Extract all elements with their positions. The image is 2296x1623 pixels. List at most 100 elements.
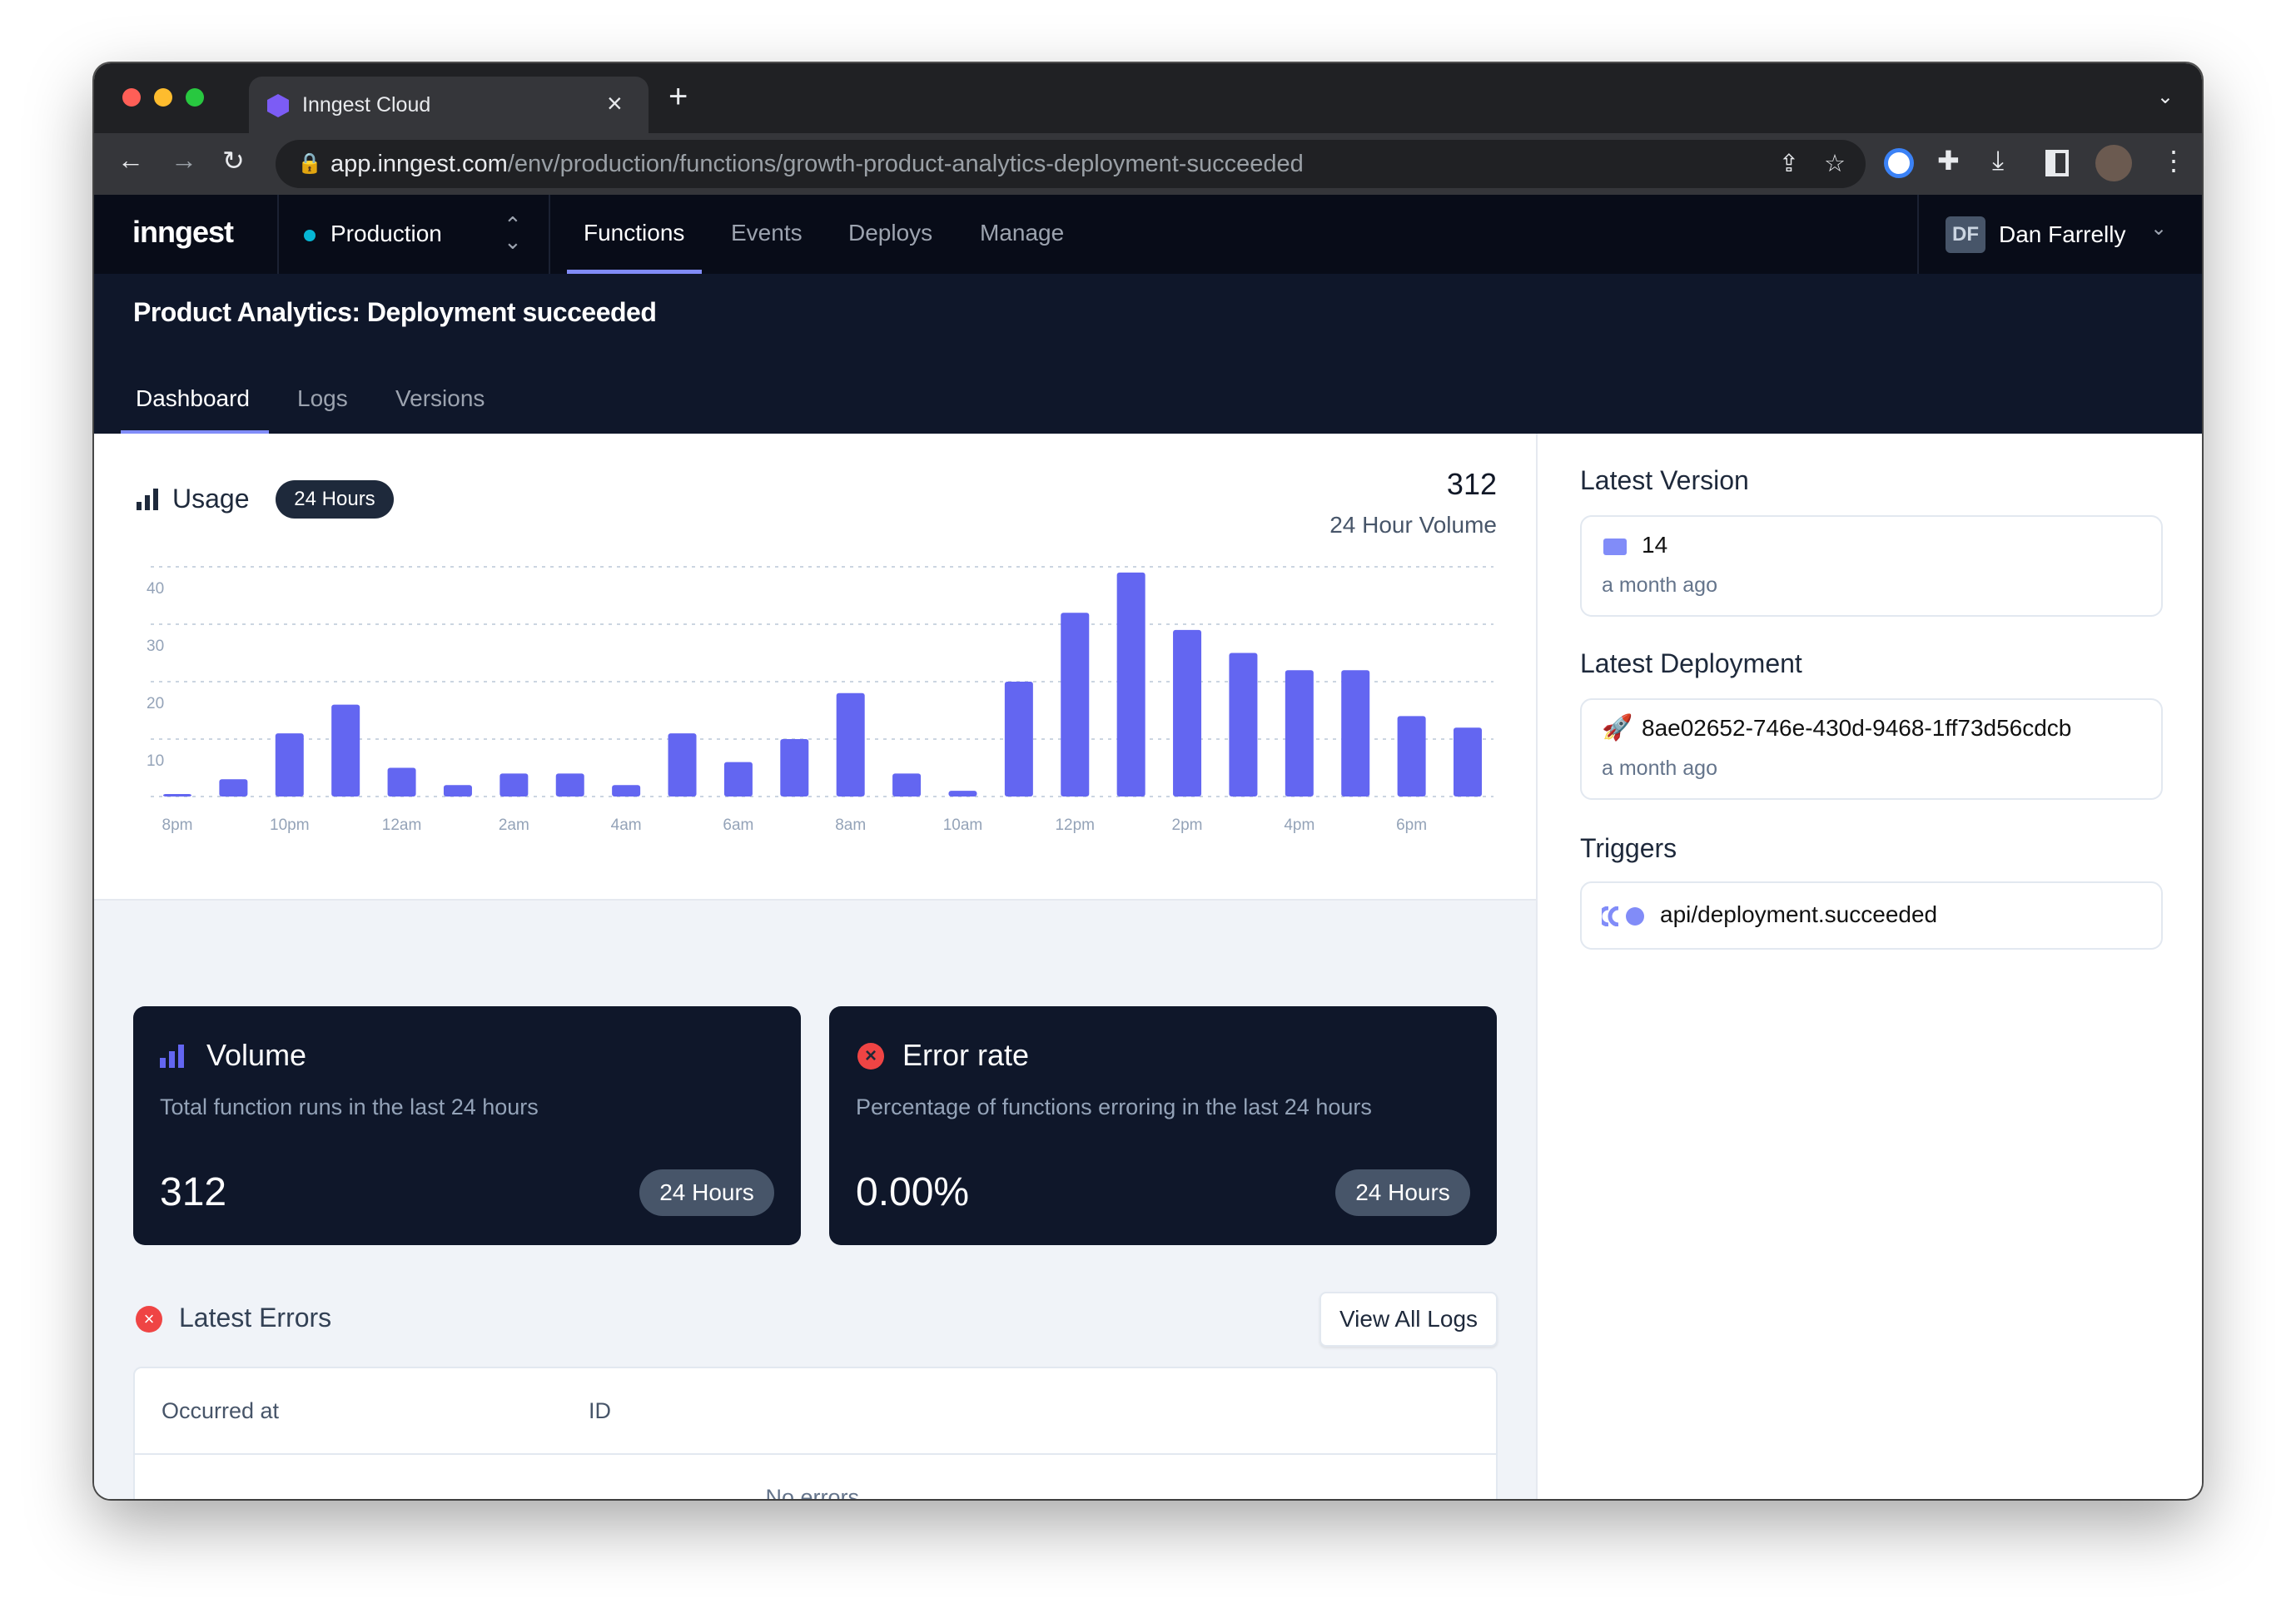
chevron-down-icon: ⌄ xyxy=(2150,217,2168,240)
deployment-id: 8ae02652-746e-430d-9468-1ff73d56cdcb xyxy=(1642,715,2072,741)
x-tick-label: 10pm xyxy=(270,816,310,834)
error-rate-description: Percentage of functions erroring in the … xyxy=(856,1094,1372,1119)
bar-chart-icon xyxy=(137,489,160,510)
inngest-favicon-icon xyxy=(267,94,289,117)
x-tick-label: 4am xyxy=(611,816,642,834)
usage-total-label: 24 Hour Volume xyxy=(1329,512,1497,538)
x-tick-label: 8pm xyxy=(162,816,193,834)
bar-10pm xyxy=(275,733,304,797)
y-tick-label: 20 xyxy=(147,695,164,712)
x-tick-label: 6am xyxy=(723,816,753,834)
bookmark-star-icon[interactable]: ☆ xyxy=(1824,151,1846,177)
minimize-window-button[interactable] xyxy=(154,88,172,107)
bar-2pm xyxy=(1173,629,1202,797)
error-rate-value: 0.00% xyxy=(856,1170,970,1214)
trigger-card[interactable]: api/deployment.succeeded xyxy=(1580,881,2163,950)
empty-state: No errors. xyxy=(765,1485,866,1499)
latest-deployment-title: Latest Deployment xyxy=(1580,648,1802,678)
x-tick-label: 6pm xyxy=(1396,816,1427,834)
forward-icon[interactable]: → xyxy=(171,145,197,175)
trigger-event-name: api/deployment.succeeded xyxy=(1660,901,1938,927)
bar-12am xyxy=(387,767,416,797)
bar-7pm xyxy=(1454,727,1482,797)
bar-1pm xyxy=(1116,572,1146,797)
x-tick-label: 8am xyxy=(835,816,866,834)
nav-events[interactable]: Events xyxy=(731,220,803,246)
bar-3pm xyxy=(1229,653,1258,797)
column-occurred-at: Occurred at xyxy=(162,1398,280,1423)
environment-selector[interactable]: Production ⌃ ⌄ xyxy=(277,195,549,274)
event-trigger-icon xyxy=(1598,906,1647,927)
bar-11pm xyxy=(331,704,360,797)
bar-4am xyxy=(612,785,641,797)
x-tick-label: 4pm xyxy=(1284,816,1314,834)
profile-avatar[interactable] xyxy=(2095,145,2132,181)
error-x-circle-icon: × xyxy=(857,1043,884,1070)
user-name: Dan Farrelly xyxy=(1999,221,2126,247)
chevron-up-down-icon: ⌃ ⌄ xyxy=(504,212,522,254)
url-host: app.inngest.com xyxy=(330,151,508,177)
rocket-icon: 🚀 xyxy=(1602,714,1633,742)
volume-range-badge[interactable]: 24 Hours xyxy=(639,1169,774,1216)
reload-icon[interactable]: ↻ xyxy=(222,146,245,176)
version-time: a month ago xyxy=(1602,573,1717,597)
tab-dashboard[interactable]: Dashboard xyxy=(121,365,269,434)
password-manager-icon[interactable] xyxy=(1884,148,1914,178)
nav-manage[interactable]: Manage xyxy=(980,220,1065,246)
extensions-puzzle-icon[interactable]: ✚ xyxy=(1937,146,1960,176)
bar-6pm xyxy=(1397,716,1426,797)
view-all-logs-button[interactable]: View All Logs xyxy=(1319,1292,1498,1347)
function-sidebar: Latest Version 14 a month ago Latest Dep… xyxy=(1536,434,2202,1499)
latest-version-card[interactable]: 14 a month ago xyxy=(1580,515,2163,617)
y-tick-label: 40 xyxy=(147,580,164,598)
user-menu[interactable]: DF Dan Farrelly ⌄ xyxy=(1946,213,2179,256)
close-tab-icon[interactable]: × xyxy=(607,88,623,118)
bar-1am xyxy=(443,785,472,797)
nav-functions[interactable]: Functions xyxy=(567,195,702,274)
download-icon[interactable]: ⤓ xyxy=(1992,145,2005,175)
browser-tab[interactable]: Inngest Cloud × xyxy=(249,77,649,135)
tab-bar: Inngest Cloud × + ⌄ xyxy=(94,63,2202,135)
usage-bar-chart: 10 20 30 40 8pm 10pm 12am 2am 4am 6am 8am 10am 12pm 2… xyxy=(147,566,1493,834)
tab-list-chevron-icon[interactable]: ⌄ xyxy=(2156,86,2174,108)
error-rate-range-badge[interactable]: 24 Hours xyxy=(1335,1169,1470,1216)
errors-table: Occurred at ID No errors. xyxy=(133,1367,1498,1499)
address-bar[interactable]: 🔒 app.inngest.com/env/production/functio… xyxy=(276,140,1866,188)
browser-menu-icon[interactable]: ⋮ xyxy=(2160,146,2187,176)
bar-chart-icon xyxy=(160,1045,188,1068)
url-path: /env/production/functions/growth-product… xyxy=(507,151,1304,177)
environment-name: Production xyxy=(330,221,442,246)
bar-2am xyxy=(499,773,529,797)
user-avatar: DF xyxy=(1946,216,1985,253)
version-number: 14 xyxy=(1642,532,1668,558)
share-icon[interactable]: ⇪ xyxy=(1778,151,1799,177)
new-tab-icon[interactable]: + xyxy=(668,78,688,115)
tab-versions[interactable]: Versions xyxy=(395,385,485,411)
inngest-logo[interactable]: inngest xyxy=(132,215,234,249)
volume-card: Volume Total function runs in the last 2… xyxy=(133,1006,801,1245)
latest-errors-title: Latest Errors xyxy=(179,1303,332,1333)
tab-logs[interactable]: Logs xyxy=(297,385,348,411)
back-icon[interactable]: ← xyxy=(117,145,144,175)
usage-total: 312 xyxy=(1446,467,1497,501)
x-tick-label: 2pm xyxy=(1172,816,1203,834)
y-tick-label: 30 xyxy=(147,638,164,655)
sidebar-toggle-icon[interactable] xyxy=(2045,150,2069,176)
browser-toolbar: ← → ↻ 🔒 app.inngest.com/env/production/f… xyxy=(94,133,2202,195)
bar-7am xyxy=(780,739,809,797)
latest-version-title: Latest Version xyxy=(1580,465,1749,495)
bar-8pm xyxy=(163,794,191,797)
usage-range-badge[interactable]: 24 Hours xyxy=(276,480,394,519)
x-tick-label: 2am xyxy=(499,816,529,834)
page-title: Product Analytics: Deployment succeeded xyxy=(133,297,657,327)
divider xyxy=(277,195,279,274)
nav-deploys[interactable]: Deploys xyxy=(848,220,933,246)
close-window-button[interactable] xyxy=(122,88,141,107)
maximize-window-button[interactable] xyxy=(186,88,204,107)
error-rate-card: × Error rate Percentage of functions err… xyxy=(829,1006,1497,1245)
lock-icon: 🔒 xyxy=(297,152,322,175)
folder-icon xyxy=(1603,539,1627,555)
latest-deployment-card[interactable]: 🚀 8ae02652-746e-430d-9468-1ff73d56cdcb a… xyxy=(1580,698,2163,800)
nav-functions-label: Functions xyxy=(584,220,685,246)
tab-dashboard-label: Dashboard xyxy=(136,385,250,411)
